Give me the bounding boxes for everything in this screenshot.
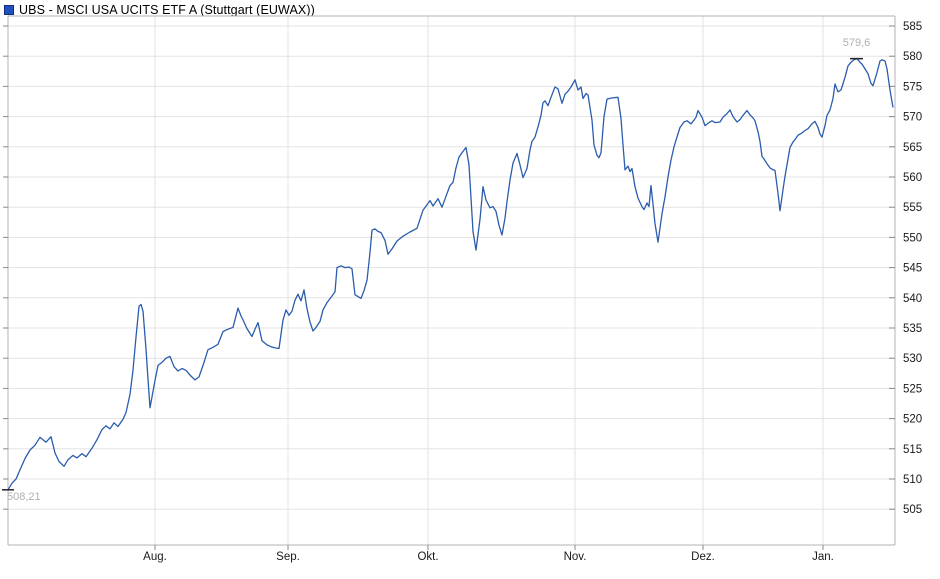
y-axis-label: 555 (903, 202, 922, 214)
x-axis-label: Dez. (691, 551, 715, 563)
y-axis-label: 550 (903, 232, 922, 244)
y-axis-label: 540 (903, 293, 922, 305)
series-high-value-label: 579,6 (842, 37, 871, 49)
y-axis-label: 545 (903, 263, 922, 275)
y-axis-label: 560 (903, 172, 922, 184)
series-legend-swatch-icon (4, 5, 14, 15)
y-axis-label: 585 (903, 21, 922, 33)
y-axis-label: 505 (903, 504, 922, 516)
x-axis-label: Jan. (812, 551, 834, 563)
x-axis-label: Aug. (143, 551, 167, 563)
y-axis-label: 580 (903, 51, 922, 63)
series-low-value-label: 508,21 (7, 491, 41, 503)
y-axis-label: 570 (903, 112, 922, 124)
y-axis-label: 510 (903, 474, 922, 486)
x-axis-label: Sep. (276, 551, 300, 563)
chart-header: UBS - MSCI USA UCITS ETF A (Stuttgart (E… (4, 3, 315, 17)
y-axis-label: 525 (903, 383, 922, 395)
x-axis-label: Nov. (564, 551, 587, 563)
y-axis-label: 520 (903, 414, 922, 426)
price-line (7, 57, 894, 491)
y-axis-label: 565 (903, 142, 922, 154)
y-axis-label: 515 (903, 444, 922, 456)
x-axis-label: Okt. (417, 551, 438, 563)
y-axis-label: 530 (903, 353, 922, 365)
y-axis-label: 575 (903, 81, 922, 93)
chart-title: UBS - MSCI USA UCITS ETF A (Stuttgart (E… (19, 3, 315, 17)
y-axis-label: 535 (903, 323, 922, 335)
